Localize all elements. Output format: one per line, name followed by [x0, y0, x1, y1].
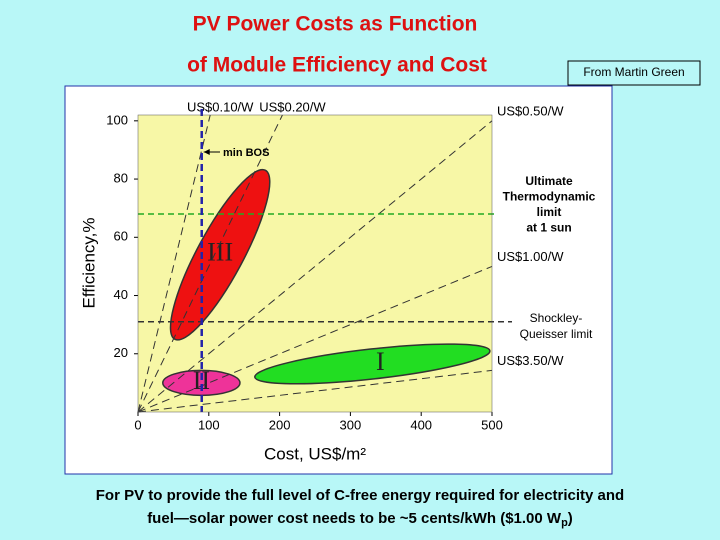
x-axis-label: Cost, US$/m²: [264, 444, 366, 463]
x-tick-label: 500: [481, 417, 503, 432]
title-line: PV Power Costs as Function: [193, 13, 478, 36]
region-label: II: [193, 366, 210, 395]
limit-label: Shockley-: [530, 311, 583, 325]
limit-label: at 1 sun: [526, 221, 571, 235]
cost-line-label: US$0.50/W: [497, 103, 564, 118]
cost-line: [137, 114, 211, 413]
x-tick-label: 200: [269, 417, 291, 432]
x-tick-label: 0: [134, 417, 141, 432]
x-tick-label: 300: [340, 417, 362, 432]
limit-label: limit: [537, 205, 562, 219]
limit-label: Queisser limit: [520, 327, 593, 341]
footer-text: ): [568, 510, 573, 527]
footer-text: fuel—solar power cost needs to be ~5 cen…: [147, 510, 562, 527]
axes-frame: [137, 114, 493, 413]
region: [254, 343, 491, 385]
source: From Martin Green: [583, 65, 684, 79]
title-line: of Module Efficiency and Cost: [187, 54, 487, 77]
cost-line-label: US$1.00/W: [497, 249, 564, 264]
footer-line: For PV to provide the full level of C-fr…: [96, 487, 624, 504]
region: [169, 168, 271, 341]
y-tick-label: 20: [114, 345, 128, 360]
cost-line: [137, 114, 283, 413]
cost-line-label: US$0.10/W: [187, 99, 254, 114]
region-label: I: [376, 347, 385, 376]
cost-line: [137, 265, 493, 413]
y-tick-label: 40: [114, 287, 128, 302]
limit-label: Thermodynamic: [503, 190, 596, 204]
y-tick-label: 60: [114, 229, 128, 244]
cost-line: [137, 369, 493, 413]
min-bos-arrowhead: [203, 149, 210, 155]
min-bos-label: min BOS: [223, 147, 269, 159]
source-box: [567, 60, 701, 86]
x-tick-label: 400: [410, 417, 432, 432]
cost-line-label: US$3.50/W: [497, 353, 564, 368]
y-tick-label: 80: [114, 170, 128, 185]
y-axis-label: Efficiency,%: [79, 217, 98, 308]
cost-line-label: US$0.20/W: [259, 99, 326, 114]
limit-label: Ultimate: [525, 174, 573, 188]
y-tick-label: 100: [106, 112, 128, 127]
footer-line: fuel—solar power cost needs to be ~5 cen…: [147, 510, 573, 529]
x-tick-label: 100: [198, 417, 220, 432]
cost-line: [137, 120, 493, 413]
footer-subscript: p: [561, 517, 568, 529]
